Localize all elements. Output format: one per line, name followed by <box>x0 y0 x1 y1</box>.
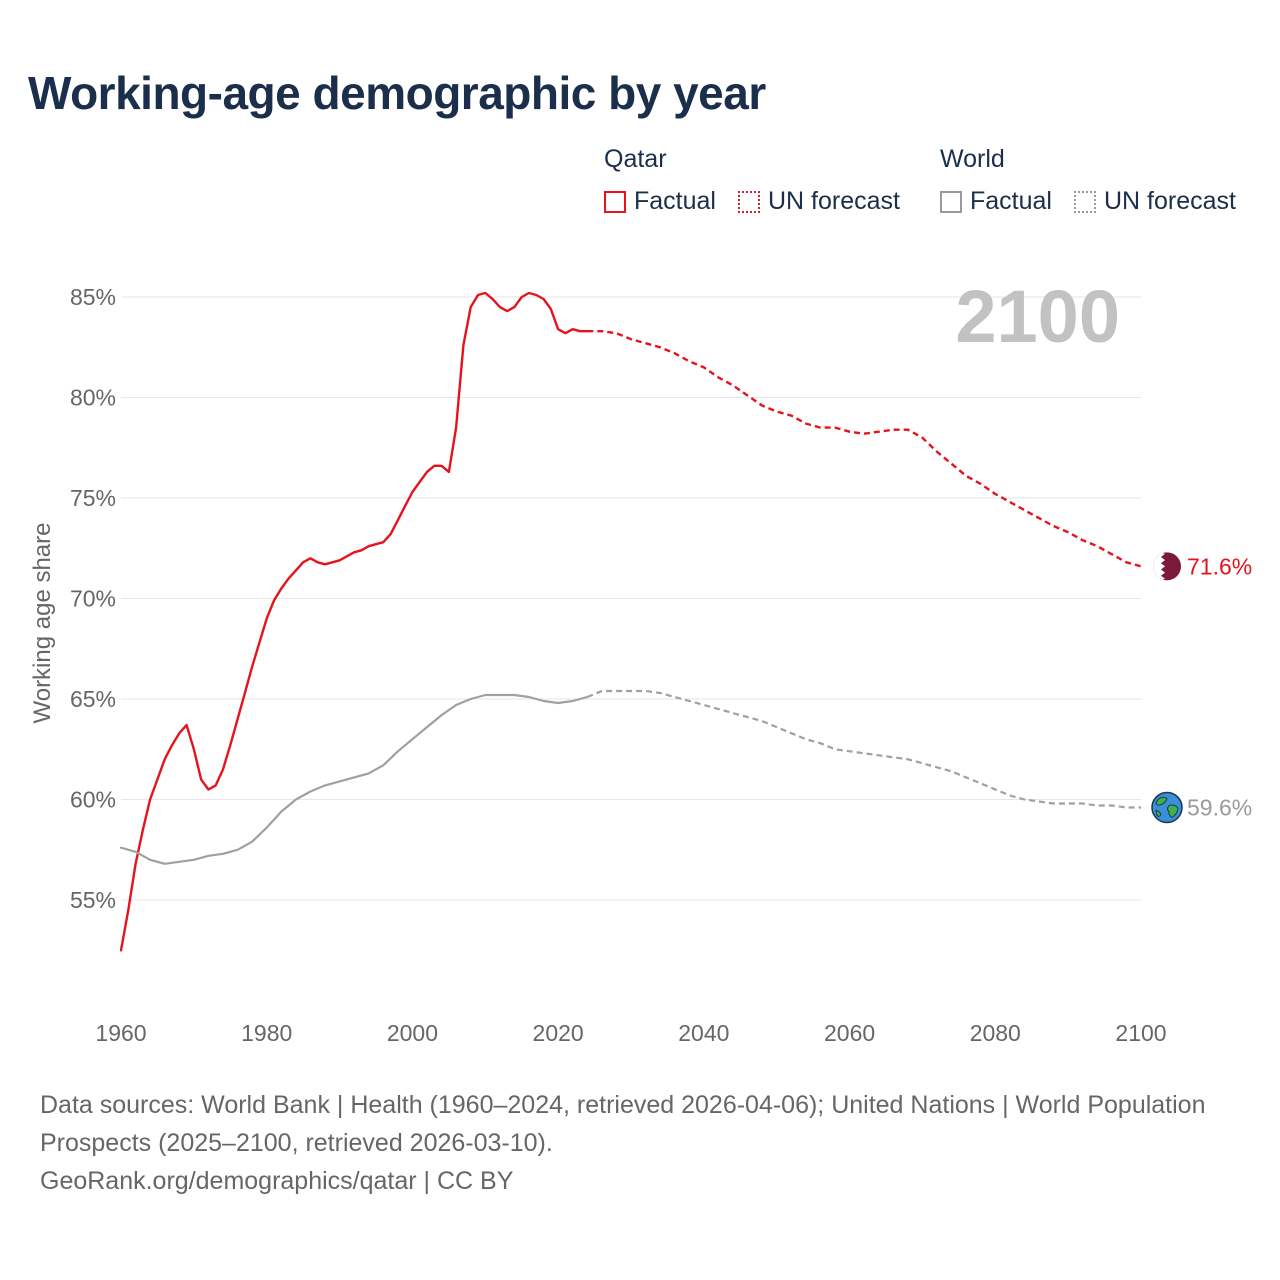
y-axis-label: Working age share <box>29 523 56 724</box>
globe-icon <box>1151 791 1183 824</box>
line-chart: 2100 55% 60% 65% 70% 75% 80% 85% 1960 1980 2000 2… <box>29 275 1252 1046</box>
y-axis-ticks: 55% 60% 65% 70% 75% 80% 85% <box>70 284 116 913</box>
x-tick-label: 2020 <box>533 1020 584 1046</box>
y-tick-label: 85% <box>70 284 116 310</box>
legend-qatar-name: Qatar <box>604 145 667 173</box>
y-tick-label: 60% <box>70 787 116 813</box>
x-axis-ticks: 1960 1980 2000 2020 2040 2060 2080 2100 <box>95 1020 1166 1046</box>
legend-world-forecast[interactable]: UN forecast <box>1074 187 1236 216</box>
x-tick-label: 2000 <box>387 1020 438 1046</box>
x-tick-label: 2080 <box>970 1020 1021 1046</box>
current-year-label: 2100 <box>955 275 1120 358</box>
x-tick-label: 2060 <box>824 1020 875 1046</box>
legend-world-name: World <box>940 145 1005 173</box>
x-tick-label: 1960 <box>95 1020 146 1046</box>
y-tick-label: 70% <box>70 586 116 612</box>
footer: Data sources: World Bank | Health (1960–… <box>40 1086 1220 1200</box>
x-tick-label: 2100 <box>1115 1020 1166 1046</box>
qatar-forecast-line <box>587 330 1142 568</box>
legend-world: World Factual UN forecast <box>940 145 1260 217</box>
world-end-label: 59.6% <box>1187 795 1252 821</box>
legend-qatar: Qatar Factual UN forecast <box>604 145 924 217</box>
qatar-end-label: 71.6% <box>1187 553 1252 579</box>
y-tick-label: 80% <box>70 385 116 411</box>
y-tick-label: 65% <box>70 686 116 712</box>
qatar-factual-line <box>119 291 589 952</box>
legend-qatar-factual-swatch <box>604 190 626 213</box>
legend-world-factual[interactable]: Factual <box>940 187 1052 216</box>
legend-world-forecast-label: UN forecast <box>1104 187 1236 215</box>
y-tick-label: 75% <box>70 485 116 511</box>
legend-qatar-forecast-swatch <box>738 190 760 213</box>
x-tick-label: 2040 <box>678 1020 729 1046</box>
y-tick-label: 55% <box>70 887 116 913</box>
x-tick-label: 1980 <box>241 1020 292 1046</box>
series-lines <box>119 291 1142 952</box>
chart-title: Working-age demographic by year <box>28 67 766 119</box>
legend-world-forecast-swatch <box>1074 190 1096 213</box>
legend-qatar-factual[interactable]: Factual <box>604 187 716 216</box>
legend-world-factual-label: Factual <box>970 187 1052 215</box>
legend-world-factual-swatch <box>940 190 962 213</box>
legend-qatar-forecast[interactable]: UN forecast <box>738 187 900 216</box>
footer-sources: Data sources: World Bank | Health (1960–… <box>40 1091 1206 1157</box>
qatar-flag-icon <box>1153 552 1181 581</box>
world-factual-line <box>119 693 589 865</box>
gridlines <box>121 296 1141 901</box>
legend-qatar-factual-label: Factual <box>634 187 716 215</box>
end-markers: 71.6% 59.6% <box>1151 552 1252 824</box>
legend-qatar-forecast-label: UN forecast <box>768 187 900 215</box>
world-forecast-line <box>586 689 1141 809</box>
footer-credit: GeoRank.org/demographics/qatar | CC BY <box>40 1167 514 1195</box>
